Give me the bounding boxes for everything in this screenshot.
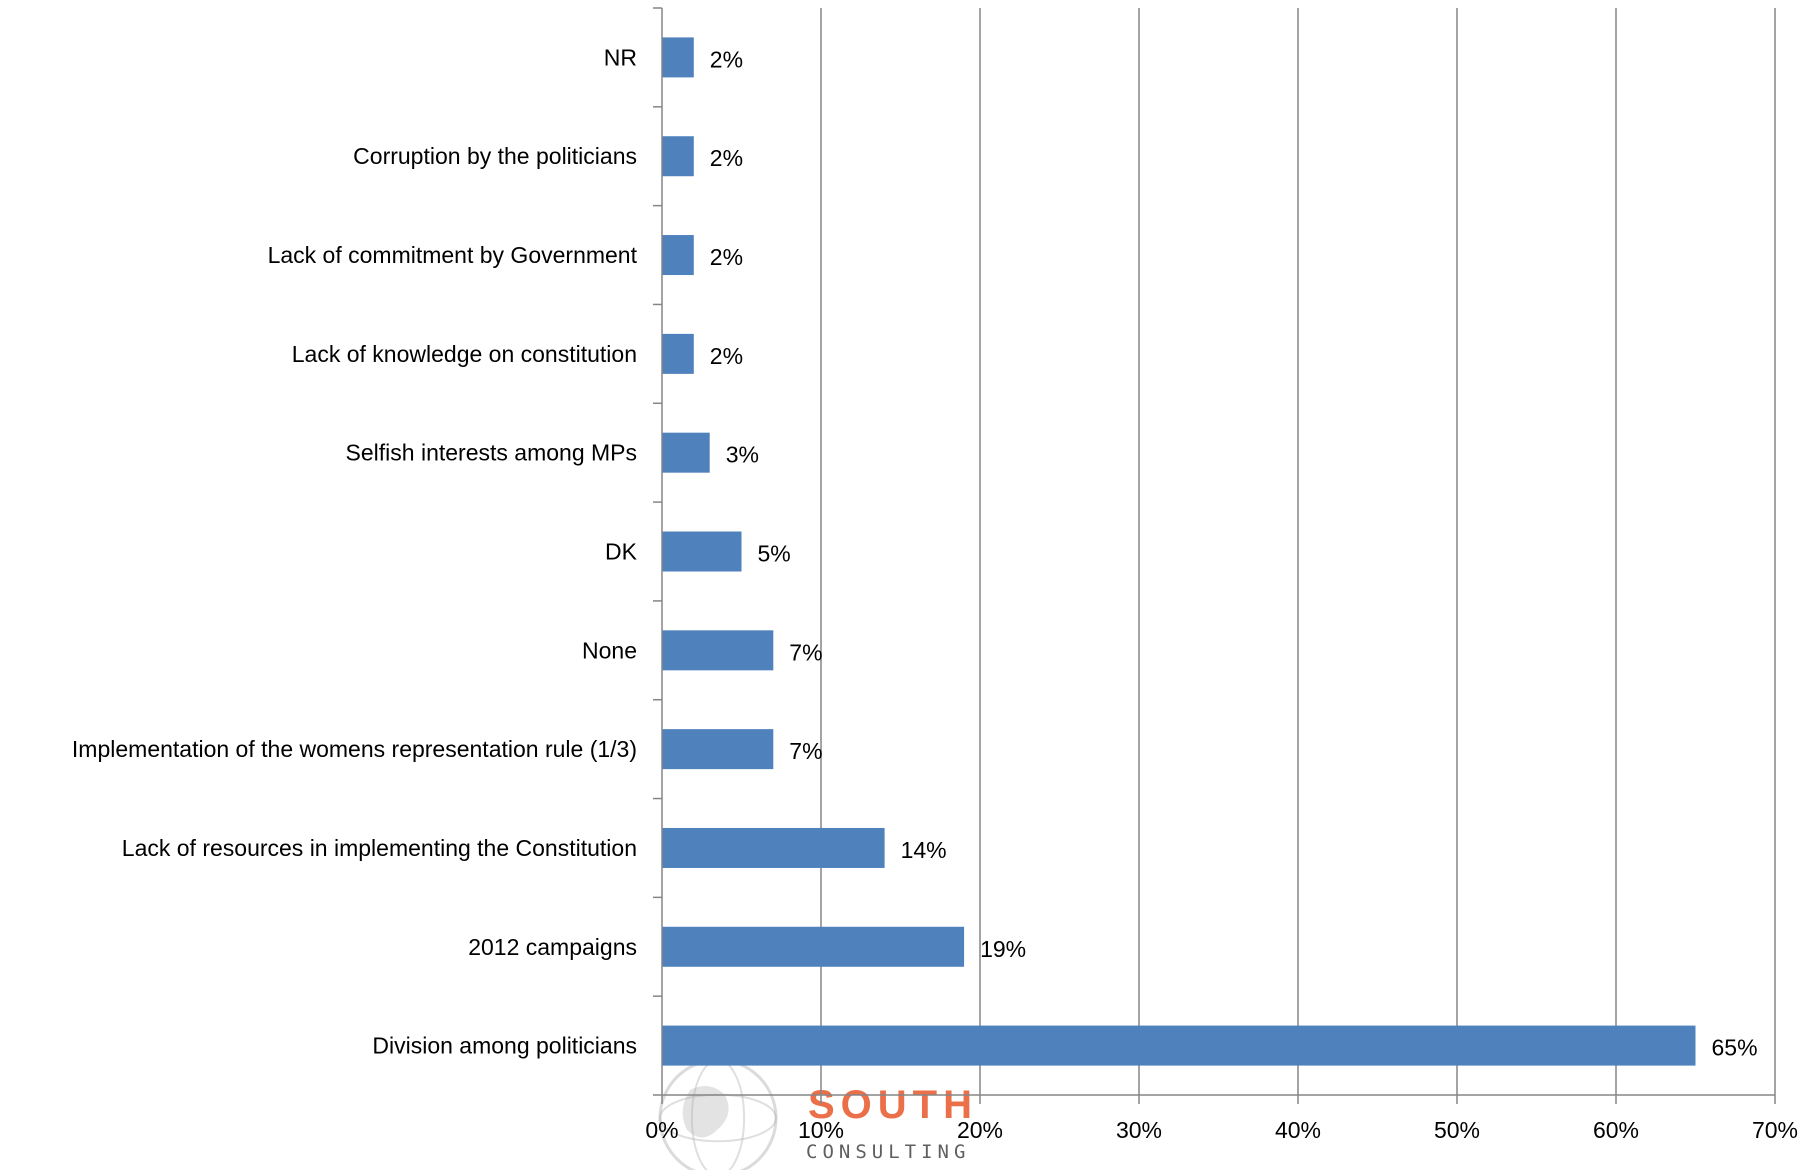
- data-label-2: 2%: [710, 145, 743, 171]
- globe-landmass: [682, 1086, 729, 1138]
- bar-9: [662, 827, 885, 868]
- bar-10: [662, 926, 965, 967]
- bar-8: [662, 729, 774, 770]
- x-tick-label-70: 70%: [1752, 1117, 1798, 1143]
- category-label-2: Corruption by the politicians: [353, 143, 637, 169]
- category-label-5: Selfish interests among MPs: [346, 440, 637, 466]
- x-tick-label-60: 60%: [1593, 1117, 1639, 1143]
- category-label-9: Lack of resources in implementing the Co…: [122, 835, 637, 861]
- bar-1: [662, 37, 694, 78]
- data-label-7: 7%: [789, 639, 822, 665]
- globe-logo-icon: [658, 1058, 778, 1175]
- x-tick-label-50: 50%: [1434, 1117, 1480, 1143]
- x-tick-label-10: 10%: [798, 1117, 844, 1143]
- bar-11: [662, 1025, 1696, 1066]
- bar-6: [662, 531, 742, 572]
- data-label-6: 5%: [758, 541, 791, 567]
- watermark-brand-sub: CONSULTING: [806, 1141, 970, 1163]
- axes: [653, 7, 1776, 1104]
- category-label-8: Implementation of the womens representat…: [72, 736, 637, 762]
- gridlines: [820, 8, 1776, 1095]
- x-tick-label-0: 0%: [645, 1117, 678, 1143]
- south-consulting-watermark: SOUTH CONSULTING: [658, 1058, 978, 1175]
- x-tick-label-20: 20%: [957, 1117, 1003, 1143]
- category-label-1: NR: [604, 44, 637, 70]
- data-label-1: 2%: [710, 46, 743, 72]
- category-label-4: Lack of knowledge on constitution: [292, 341, 637, 367]
- category-label-11: Division among politicians: [372, 1033, 637, 1059]
- labels: NR 2% Corruption by the politicians 2% Lack …: [72, 44, 1798, 1143]
- data-label-9: 14%: [901, 837, 947, 863]
- data-label-3: 2%: [710, 244, 743, 270]
- bar-4: [662, 333, 694, 374]
- data-label-10: 19%: [980, 936, 1026, 962]
- category-label-7: None: [582, 637, 637, 663]
- watermark-brand-main: SOUTH: [808, 1083, 978, 1127]
- bars: [662, 37, 1696, 1066]
- data-label-8: 7%: [789, 738, 822, 764]
- data-label-11: 65%: [1712, 1035, 1758, 1061]
- bar-5: [662, 432, 710, 473]
- x-tick-label-30: 30%: [1116, 1117, 1162, 1143]
- data-label-5: 3%: [726, 442, 759, 468]
- category-label-6: DK: [605, 539, 638, 565]
- x-tick-label-40: 40%: [1275, 1117, 1321, 1143]
- category-label-10: 2012 campaigns: [468, 934, 637, 960]
- bar-2: [662, 136, 694, 177]
- bar-7: [662, 630, 774, 671]
- category-label-3: Lack of commitment by Government: [268, 242, 638, 268]
- data-label-4: 2%: [710, 343, 743, 369]
- bar-3: [662, 235, 694, 276]
